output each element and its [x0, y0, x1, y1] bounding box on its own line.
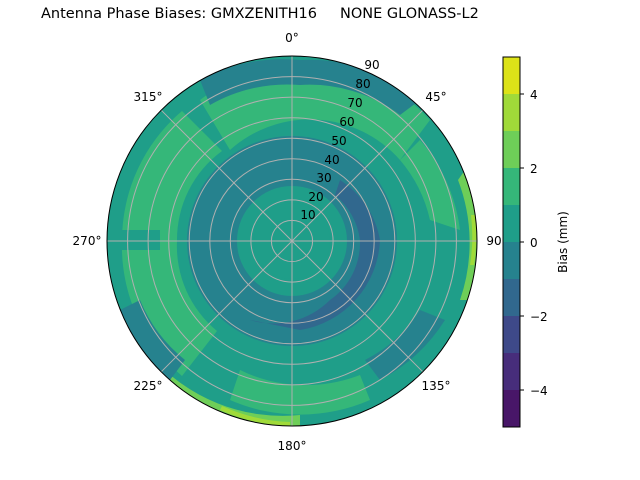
svg-text:45°: 45°	[425, 90, 446, 104]
svg-text:0°: 0°	[285, 31, 299, 45]
svg-text:20: 20	[308, 190, 323, 204]
svg-text:90: 90	[486, 234, 501, 248]
svg-text:270°: 270°	[73, 234, 102, 248]
svg-text:10: 10	[300, 208, 315, 222]
angular-tick-labels: 0° 45° 90 135° 180° 225° 270° 315°	[73, 31, 502, 453]
colorbar-label: Bias (mm)	[556, 211, 570, 273]
svg-text:0: 0	[530, 236, 538, 250]
svg-text:60: 60	[339, 115, 354, 129]
svg-text:40: 40	[324, 153, 339, 167]
svg-text:225°: 225°	[134, 379, 163, 393]
svg-text:4: 4	[530, 88, 538, 102]
svg-text:70: 70	[347, 96, 362, 110]
svg-text:90: 90	[364, 58, 379, 72]
svg-text:2: 2	[530, 162, 538, 176]
svg-text:−2: −2	[530, 310, 548, 324]
svg-text:−4: −4	[530, 384, 548, 398]
svg-text:30: 30	[316, 171, 331, 185]
angular-gridlines	[107, 56, 477, 426]
svg-text:135°: 135°	[422, 379, 451, 393]
svg-text:315°: 315°	[134, 90, 163, 104]
svg-text:80: 80	[355, 77, 370, 91]
polar-frame	[106, 55, 478, 427]
svg-text:180°: 180°	[278, 439, 307, 453]
colorbar-tick-labels: 4 2 0 −2 −4	[530, 88, 548, 398]
svg-text:50: 50	[331, 134, 346, 148]
radial-tick-labels: 10 20 30 40 50 60 70 80 90	[300, 58, 379, 222]
chart-title: Antenna Phase Biases: GMXZENITH16 NONE G…	[41, 6, 479, 22]
colorbar: 4 2 0 −2 −4 Bias (mm)	[502, 56, 570, 428]
